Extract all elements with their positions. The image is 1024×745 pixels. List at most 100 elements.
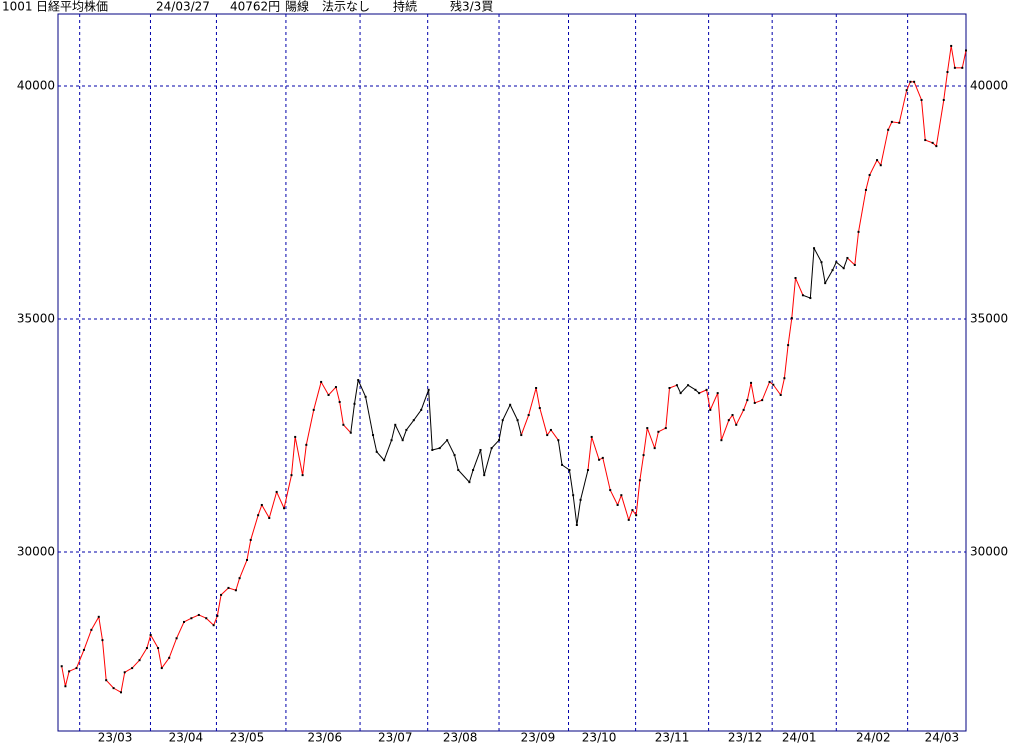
line-segment [813, 247, 822, 263]
data-point [205, 617, 208, 620]
line-segment [90, 616, 100, 631]
data-point [249, 538, 252, 541]
x-tick-label: 24/01 [782, 731, 817, 745]
line-segment [687, 384, 696, 391]
line-segment [835, 261, 845, 269]
line-segment [658, 427, 667, 433]
data-point [857, 230, 860, 233]
data-point [364, 395, 367, 398]
line-segment [639, 455, 645, 481]
line-segment [483, 447, 493, 476]
data-point [642, 454, 645, 457]
data-point [112, 687, 115, 690]
data-point [575, 524, 578, 527]
line-segment [268, 491, 278, 519]
line-segment [98, 616, 103, 641]
data-point [646, 427, 649, 430]
data-point [82, 648, 85, 651]
data-point [197, 613, 200, 616]
line-segment [372, 434, 378, 452]
line-segment [168, 638, 178, 659]
line-segment [320, 381, 329, 396]
data-point [390, 439, 393, 442]
data-point [853, 263, 856, 266]
line-segment [680, 384, 689, 394]
line-segment [643, 428, 648, 456]
line-segment [754, 399, 763, 404]
data-point [790, 317, 793, 320]
data-point [383, 459, 386, 462]
x-tick-label: 23/05 [230, 731, 265, 745]
line-segment [250, 515, 259, 541]
line-segment [761, 381, 771, 401]
line-segment [854, 231, 860, 266]
line-segment [120, 672, 126, 693]
data-point [787, 344, 790, 347]
line-segment [717, 393, 722, 441]
line-segment [646, 427, 656, 449]
data-point [90, 628, 93, 631]
line-segment [783, 345, 789, 379]
line-segment [580, 469, 589, 500]
line-segment [335, 386, 341, 403]
line-segment [413, 409, 422, 421]
data-point [961, 66, 964, 69]
data-point [694, 388, 697, 391]
line-segment [157, 647, 163, 669]
line-segment [535, 387, 541, 409]
y-tick-label: 35000 [17, 312, 55, 326]
line-segment [420, 389, 430, 411]
line-segment [305, 409, 315, 445]
header-text: 24/03/27 [156, 0, 210, 14]
line-segment [520, 414, 530, 436]
line-segment [832, 261, 837, 271]
line-segment [313, 381, 322, 411]
header-text: 法示なし [322, 0, 370, 14]
x-tick-label: 23/09 [521, 731, 556, 745]
x-tick-label: 23/08 [443, 731, 478, 745]
data-point [609, 489, 612, 492]
line-segment [257, 504, 263, 516]
data-point [761, 399, 764, 402]
line-segment [276, 491, 285, 509]
line-segment [669, 384, 678, 389]
line-segment [635, 480, 641, 516]
data-point [557, 439, 560, 442]
data-point [394, 423, 397, 426]
line-segment [587, 436, 593, 471]
data-point [768, 380, 771, 383]
line-segment [183, 617, 192, 623]
data-point [783, 377, 786, 380]
line-segment [795, 277, 804, 296]
line-segment [572, 495, 578, 526]
x-tick-label: 23/03 [98, 731, 133, 745]
line-segment [454, 454, 459, 471]
data-point [212, 624, 215, 627]
line-segment [131, 659, 140, 669]
line-segment [261, 504, 270, 519]
data-point [60, 665, 63, 668]
line-segment [216, 594, 222, 616]
data-point [705, 388, 708, 391]
data-point [746, 399, 749, 402]
data-point [635, 514, 638, 517]
line-segment [472, 449, 481, 471]
data-point [631, 509, 634, 512]
y-tick-label: 40000 [17, 79, 55, 93]
header: 1001 日経平均株価 24/03/27 40762円 陽線 法示なし 持続 残3/3買 [2, 0, 493, 14]
data-point [349, 431, 352, 434]
y-tick-label: 30000 [970, 545, 1008, 559]
line-segment [405, 419, 415, 431]
data-point [720, 439, 723, 442]
data-point [101, 639, 104, 642]
data-point [479, 448, 482, 451]
line-segment [350, 403, 355, 433]
line-segment [394, 424, 404, 441]
data-point [931, 141, 934, 144]
data-point [294, 435, 297, 438]
line-segment [343, 424, 352, 434]
line-segment [491, 439, 500, 449]
data-point [913, 80, 916, 83]
line-segment [428, 389, 433, 451]
data-point [123, 671, 126, 674]
